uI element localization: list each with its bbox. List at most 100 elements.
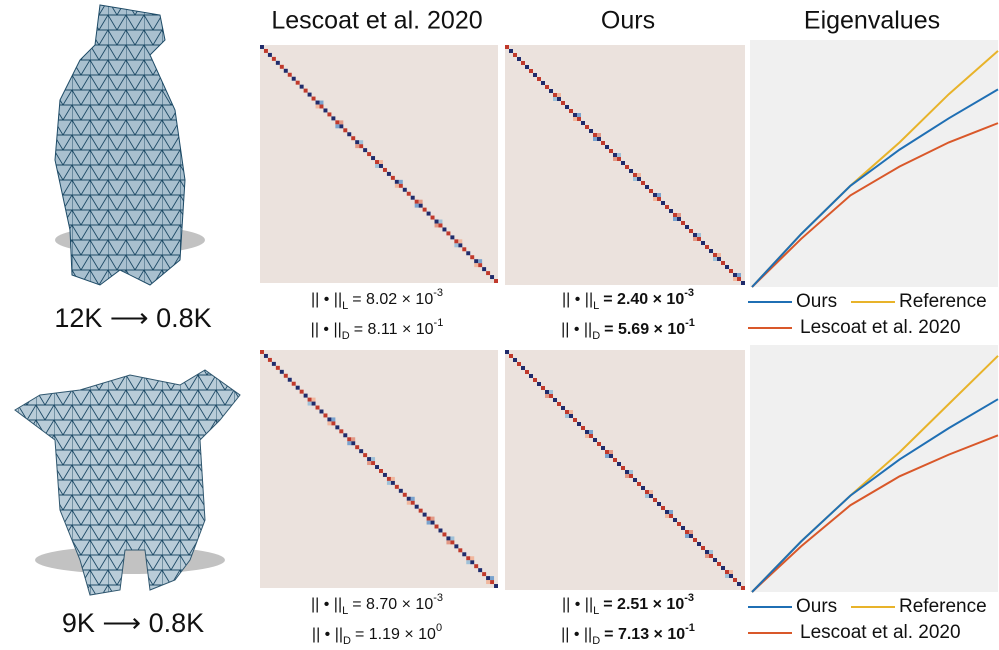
norm-text: || • ||L = 8.70 × 10-3 <box>311 592 443 617</box>
matrix-cell <box>291 76 296 81</box>
matrix-cell <box>390 480 395 485</box>
norm-subscript: L <box>342 605 348 617</box>
matrix-cell <box>609 454 613 458</box>
matrix-cell <box>438 528 443 533</box>
matrix-cell <box>565 105 569 109</box>
matrix-cell <box>478 263 483 268</box>
norm-subscript: D <box>342 330 350 342</box>
legend-label: Ours <box>796 596 837 617</box>
matrix-cell <box>621 466 625 470</box>
matrix-cell <box>645 185 649 189</box>
matrix-cell <box>410 195 415 200</box>
matrix-cell <box>418 508 423 513</box>
matrix-cell <box>717 253 721 257</box>
matrix-cell <box>613 153 617 157</box>
matrix-cell <box>430 520 435 525</box>
matrix-cell <box>367 457 372 462</box>
matrix-cell <box>470 556 475 561</box>
matrix-cell <box>617 462 621 466</box>
matrix-cell <box>414 203 419 208</box>
matrix-cell <box>315 100 320 105</box>
matrix-cell <box>541 386 545 390</box>
matrix-cell <box>494 279 498 283</box>
matrix-cell <box>490 275 495 280</box>
matrix-cell <box>729 574 733 578</box>
matrix-cell <box>454 239 459 244</box>
matrix-cell <box>729 570 733 574</box>
norm-text: || • ||D = 8.11 × 10-1 <box>311 317 444 342</box>
matrix-cell <box>573 418 577 422</box>
matrix-cell <box>371 156 376 161</box>
matrix-cell <box>517 362 521 366</box>
eigenvalue-line <box>751 398 999 593</box>
matrix-cell <box>625 470 629 474</box>
matrix-cell <box>347 132 352 137</box>
matrix-cell <box>299 84 304 89</box>
matrix-cell <box>565 410 569 414</box>
matrix-cell <box>355 144 360 149</box>
pitcher-wireframe <box>14 369 241 596</box>
matrix-cell <box>462 247 467 252</box>
matrix-cell <box>525 370 529 374</box>
matrix-cell <box>398 183 403 188</box>
matrix-cell <box>569 109 573 113</box>
norm-subscript: D <box>592 330 600 342</box>
matrix-cell <box>375 160 379 164</box>
matrix-cell <box>287 377 292 382</box>
matrix-cell <box>709 550 713 554</box>
matrix-cell <box>287 72 292 77</box>
matrix-cell <box>581 121 585 125</box>
matrix-cell <box>737 277 741 281</box>
matrix-cell <box>733 273 737 277</box>
norm-exponent: -1 <box>685 317 695 329</box>
norm-symbol: || • || <box>562 291 593 308</box>
matrix-cell <box>677 217 681 221</box>
matrix-cell <box>359 140 364 145</box>
matrix-cell <box>351 437 356 442</box>
norm-text: || • ||L = 2.40 × 10-3 <box>562 287 694 312</box>
matrix-cell <box>303 393 308 398</box>
eigenvalue-line <box>751 88 999 288</box>
matrix-cell <box>430 516 435 521</box>
matrix-cell <box>525 65 529 69</box>
matrix-cell <box>466 251 471 256</box>
norm-text: || • ||D = 5.69 × 10-1 <box>561 317 695 342</box>
matrix-cell <box>601 141 605 145</box>
matrix-cell <box>661 201 665 205</box>
matrix-cell <box>725 570 729 574</box>
legend-label: Reference <box>899 291 987 312</box>
matrix-cell <box>717 257 721 261</box>
matrix-cell <box>605 145 609 149</box>
matrix-cell <box>335 124 340 129</box>
matrix-cell <box>637 177 641 181</box>
matrix-cell <box>585 430 589 434</box>
norm-text: || • ||D = 7.13 × 10-1 <box>561 622 695 647</box>
matrix-cell <box>458 239 463 244</box>
matrix-cell <box>557 402 561 406</box>
matrix-cell <box>645 490 649 494</box>
matrix-cell <box>605 454 609 458</box>
matrix-cell <box>319 104 324 109</box>
matrix-cell <box>418 199 423 204</box>
matrix-cell <box>434 219 439 224</box>
matrix-cell <box>613 458 617 462</box>
matrix-cell <box>601 446 605 450</box>
matrix-cell <box>386 480 391 485</box>
matrix-cell <box>275 365 280 370</box>
norm-exponent: -3 <box>433 287 443 299</box>
matrix-cell <box>673 213 677 217</box>
matrix-cell <box>577 113 581 117</box>
matrix-cell <box>339 120 344 125</box>
matrix-cell <box>351 136 356 141</box>
matrix-cell <box>486 576 491 581</box>
matrix-cell <box>458 243 463 248</box>
matrix-cell <box>573 117 577 121</box>
matrix-cell <box>685 534 689 538</box>
matrix-cell <box>701 241 705 245</box>
matrix-cell <box>521 366 525 370</box>
matrix-cell <box>633 478 637 482</box>
matrix-cell <box>319 409 324 414</box>
matrix-cell <box>669 510 673 514</box>
matrix-cell <box>609 450 613 454</box>
matrix-cell <box>649 494 653 498</box>
